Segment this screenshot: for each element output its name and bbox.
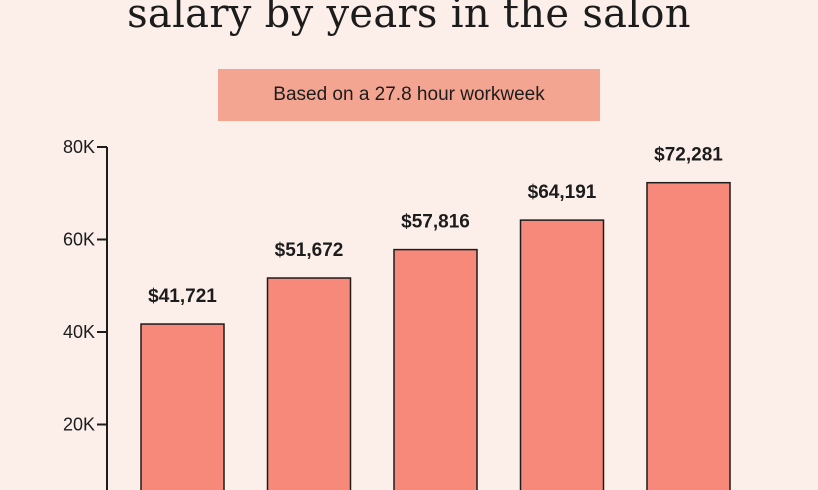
bar-value-label: $64,191 bbox=[528, 182, 597, 203]
bar-value-label: $41,721 bbox=[148, 286, 217, 307]
bar bbox=[646, 181, 731, 490]
y-tick-label: 20K bbox=[63, 415, 95, 435]
bar-value-label: $57,816 bbox=[401, 212, 470, 233]
y-tick-label: 60K bbox=[63, 230, 95, 250]
bar-value-label: $72,281 bbox=[654, 145, 723, 166]
bar bbox=[266, 277, 352, 490]
chart-subtitle-badge: Based on a 27.8 hour workweek bbox=[218, 69, 600, 121]
bar bbox=[519, 219, 605, 490]
chart-title: salary by years in the salon bbox=[127, 0, 691, 37]
bar bbox=[140, 323, 225, 490]
bar bbox=[393, 248, 478, 490]
bar-value-label: $51,672 bbox=[275, 240, 344, 261]
y-tick-label: 80K bbox=[63, 137, 95, 157]
y-tick-label: 40K bbox=[63, 322, 95, 342]
